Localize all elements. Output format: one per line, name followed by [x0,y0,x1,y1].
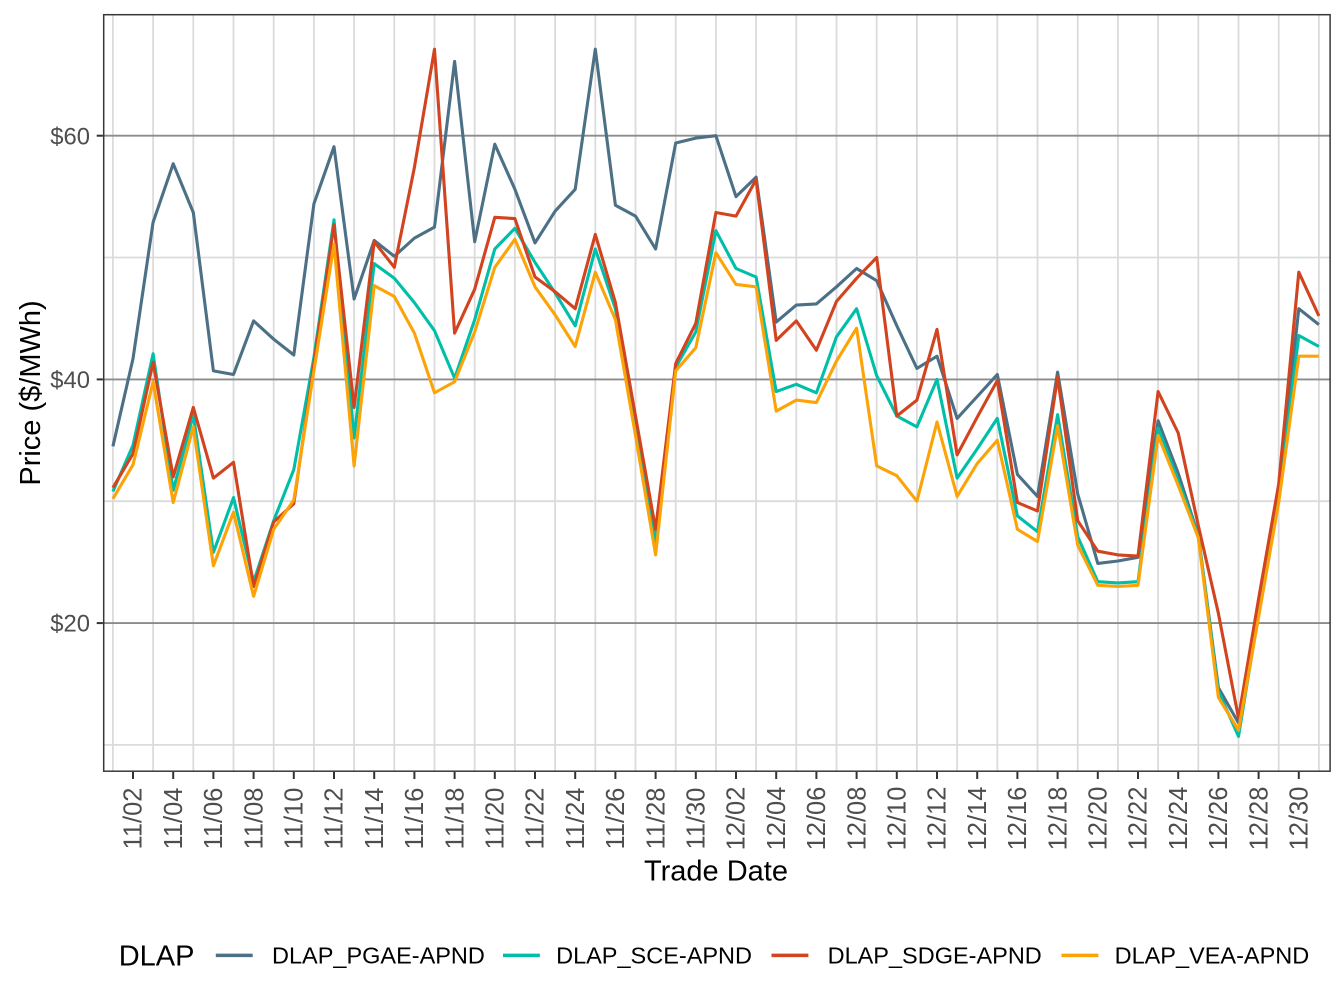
svg-text:12/04: 12/04 [763,787,791,851]
svg-text:12/18: 12/18 [1044,787,1072,851]
svg-text:11/10: 11/10 [281,788,309,850]
svg-text:11/04: 11/04 [160,788,188,850]
svg-text:DLAP_SDGE-APND: DLAP_SDGE-APND [828,943,1042,969]
svg-text:11/28: 11/28 [642,788,670,850]
svg-text:11/20: 11/20 [482,788,510,850]
svg-text:11/08: 11/08 [240,788,268,850]
svg-text:12/08: 12/08 [843,787,871,851]
svg-text:$40: $40 [50,367,90,394]
svg-text:12/12: 12/12 [924,787,952,851]
svg-text:12/02: 12/02 [723,787,751,851]
svg-text:12/22: 12/22 [1125,787,1153,851]
svg-text:12/20: 12/20 [1085,787,1113,851]
svg-text:11/16: 11/16 [401,788,429,850]
svg-text:Trade Date: Trade Date [644,856,788,888]
svg-text:12/14: 12/14 [964,787,992,851]
svg-text:DLAP_SCE-APND: DLAP_SCE-APND [556,943,752,969]
svg-text:Price ($/MWh): Price ($/MWh) [15,300,47,485]
svg-text:11/12: 11/12 [321,788,349,850]
svg-text:11/14: 11/14 [361,788,389,850]
svg-text:12/10: 12/10 [884,787,912,851]
svg-text:12/06: 12/06 [803,787,831,851]
svg-text:12/26: 12/26 [1205,787,1233,851]
svg-text:$60: $60 [50,123,90,150]
svg-text:11/02: 11/02 [120,788,148,850]
svg-text:12/24: 12/24 [1165,787,1193,851]
svg-text:11/06: 11/06 [200,788,228,850]
svg-text:11/30: 11/30 [683,788,711,850]
svg-text:$20: $20 [50,611,90,638]
svg-text:DLAP_VEA-APND: DLAP_VEA-APND [1115,943,1310,969]
svg-text:11/22: 11/22 [522,788,550,850]
svg-text:11/24: 11/24 [562,788,590,850]
svg-text:12/16: 12/16 [1004,787,1032,851]
svg-text:11/18: 11/18 [441,788,469,850]
svg-text:12/30: 12/30 [1286,787,1314,851]
svg-text:12/28: 12/28 [1245,787,1273,851]
svg-text:11/26: 11/26 [602,788,630,850]
svg-text:DLAP: DLAP [119,941,195,973]
svg-text:DLAP_PGAE-APND: DLAP_PGAE-APND [272,943,485,969]
